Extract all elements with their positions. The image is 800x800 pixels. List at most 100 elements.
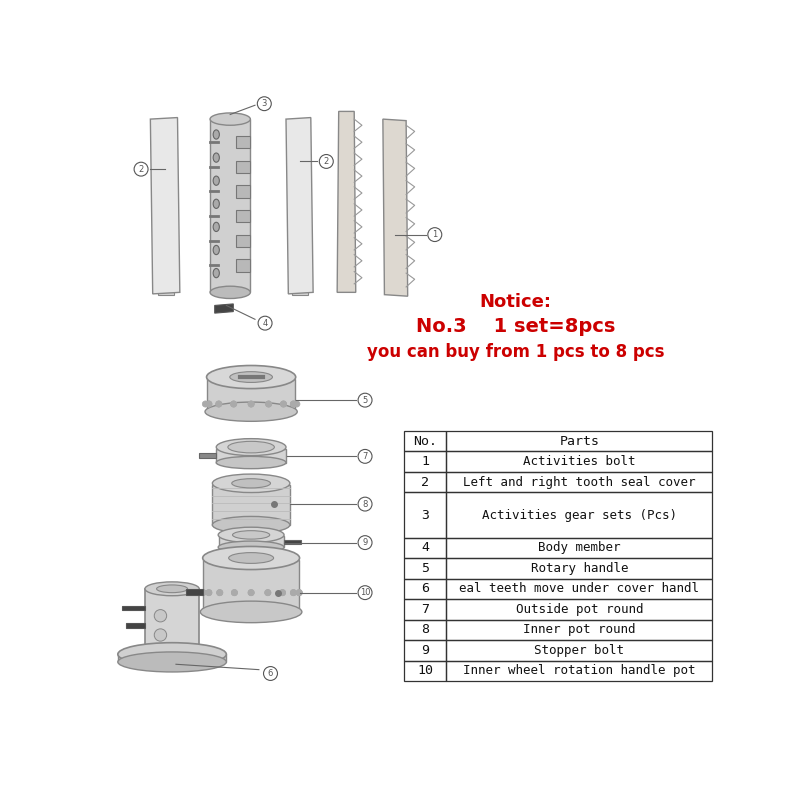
Bar (446, 599, 712, 620)
Ellipse shape (229, 553, 274, 563)
Circle shape (230, 401, 237, 407)
Polygon shape (216, 449, 286, 462)
Ellipse shape (213, 176, 219, 186)
Text: 5: 5 (421, 562, 429, 575)
Ellipse shape (213, 222, 219, 231)
Polygon shape (237, 210, 250, 222)
Bar (446, 558, 712, 578)
Bar (404, 451, 446, 472)
Text: Stopper bolt: Stopper bolt (534, 644, 624, 657)
Bar (446, 620, 712, 640)
Polygon shape (126, 623, 145, 628)
Polygon shape (158, 290, 174, 294)
Text: 2: 2 (324, 157, 329, 166)
Text: 7: 7 (421, 603, 429, 616)
Ellipse shape (228, 442, 274, 453)
Text: 1: 1 (432, 230, 438, 239)
Ellipse shape (213, 199, 219, 209)
Polygon shape (286, 118, 313, 294)
Ellipse shape (213, 130, 219, 139)
Circle shape (217, 590, 223, 596)
Text: 10: 10 (417, 665, 433, 678)
Bar (446, 661, 712, 682)
Circle shape (290, 401, 297, 407)
Text: Left and right tooth seal cover: Left and right tooth seal cover (463, 476, 695, 489)
Text: No.3    1 set=8pcs: No.3 1 set=8pcs (416, 318, 615, 337)
Circle shape (154, 629, 166, 641)
Bar (446, 472, 712, 493)
Polygon shape (122, 606, 145, 610)
Polygon shape (284, 539, 301, 544)
Text: 7: 7 (362, 452, 368, 461)
Circle shape (266, 401, 272, 407)
Circle shape (206, 590, 212, 596)
Ellipse shape (216, 438, 286, 455)
Circle shape (294, 401, 300, 407)
Ellipse shape (202, 546, 299, 570)
Text: you can buy from 1 pcs to 8 pcs: you can buy from 1 pcs to 8 pcs (366, 342, 664, 361)
Text: Activities bolt: Activities bolt (523, 455, 635, 468)
Circle shape (206, 401, 212, 407)
Polygon shape (237, 234, 250, 247)
Ellipse shape (232, 478, 270, 488)
Bar (446, 578, 712, 599)
Bar (404, 620, 446, 640)
Ellipse shape (205, 402, 298, 422)
Bar (446, 431, 712, 451)
Polygon shape (207, 378, 295, 412)
Text: eal teeth move under cover handl: eal teeth move under cover handl (459, 582, 699, 595)
Text: 4: 4 (421, 542, 429, 554)
Ellipse shape (213, 153, 219, 162)
Ellipse shape (213, 269, 219, 278)
Text: Activities gear sets (Pcs): Activities gear sets (Pcs) (482, 509, 677, 522)
Bar (404, 493, 446, 538)
Circle shape (216, 401, 222, 407)
Circle shape (206, 401, 212, 407)
Text: 4: 4 (262, 318, 268, 328)
Text: Notice:: Notice: (479, 294, 551, 311)
Circle shape (200, 590, 206, 596)
Polygon shape (237, 186, 250, 198)
Ellipse shape (157, 585, 187, 593)
Circle shape (216, 401, 222, 407)
Text: 9: 9 (362, 538, 368, 547)
Bar (404, 538, 446, 558)
Circle shape (206, 590, 212, 596)
Text: Inner pot round: Inner pot round (523, 623, 635, 637)
Polygon shape (210, 119, 250, 292)
Ellipse shape (391, 126, 399, 139)
Polygon shape (237, 136, 250, 148)
Polygon shape (186, 589, 203, 595)
Ellipse shape (342, 278, 350, 287)
Text: Body member: Body member (538, 542, 621, 554)
Circle shape (266, 401, 272, 407)
Bar (404, 431, 446, 451)
Polygon shape (292, 290, 308, 294)
Circle shape (279, 590, 286, 596)
Bar (446, 640, 712, 661)
Polygon shape (199, 454, 216, 458)
Bar (404, 578, 446, 599)
Bar (404, 472, 446, 493)
Text: Rotary handle: Rotary handle (530, 562, 628, 575)
Text: Outside pot round: Outside pot round (515, 603, 643, 616)
Text: 1: 1 (421, 455, 429, 468)
Text: 10: 10 (360, 588, 370, 597)
Circle shape (280, 401, 286, 407)
Bar (404, 599, 446, 620)
Circle shape (280, 401, 286, 407)
Polygon shape (218, 537, 284, 547)
Circle shape (265, 590, 271, 596)
Bar (404, 558, 446, 578)
Polygon shape (214, 304, 234, 313)
Text: 6: 6 (268, 669, 273, 678)
Ellipse shape (391, 282, 399, 292)
Polygon shape (118, 654, 226, 662)
Ellipse shape (218, 527, 284, 542)
Circle shape (248, 401, 254, 407)
Circle shape (217, 590, 223, 596)
Circle shape (154, 610, 166, 622)
Polygon shape (212, 485, 290, 525)
Ellipse shape (233, 530, 270, 539)
Polygon shape (150, 118, 180, 294)
